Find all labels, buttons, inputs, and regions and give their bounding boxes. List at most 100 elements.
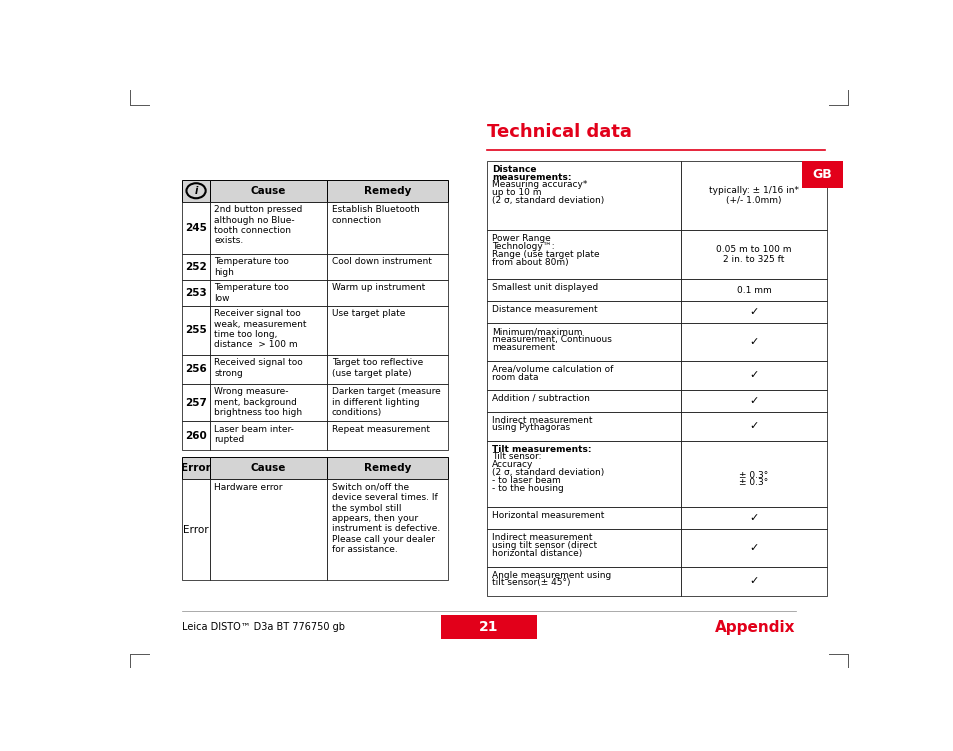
Text: ✓: ✓: [748, 307, 758, 317]
Bar: [486, 301, 680, 323]
Text: ✓: ✓: [748, 576, 758, 586]
Text: Warm up instrument: Warm up instrument: [332, 283, 424, 292]
Bar: [327, 457, 448, 479]
Text: ± 0.3°: ± 0.3°: [739, 478, 768, 487]
Text: Leica DISTO™ D3a BT 776750 gb: Leica DISTO™ D3a BT 776750 gb: [182, 623, 345, 632]
Bar: [327, 355, 448, 384]
Text: measurement: measurement: [492, 342, 555, 351]
Text: Horizontal measurement: Horizontal measurement: [492, 511, 603, 520]
Bar: [210, 421, 327, 451]
Text: 0.05 m to 100 m
2 in. to 325 ft: 0.05 m to 100 m 2 in. to 325 ft: [716, 245, 791, 264]
Text: Tilt measurements:: Tilt measurements:: [492, 445, 591, 454]
Text: typically: ± 1/16 in*
(+/- 1.0mm): typically: ± 1/16 in* (+/- 1.0mm): [708, 185, 799, 205]
Text: Receiver signal too
weak, measurement
time too long,
distance  > 100 m: Receiver signal too weak, measurement ti…: [214, 309, 307, 349]
Bar: [486, 566, 680, 596]
Text: Switch on/off the
device several times. If
the symbol still
appears, then your
i: Switch on/off the device several times. …: [332, 483, 439, 554]
Bar: [680, 360, 826, 390]
Bar: [210, 254, 327, 280]
Bar: [680, 279, 826, 301]
Text: using tilt sensor (direct: using tilt sensor (direct: [492, 541, 597, 550]
Text: Use target plate: Use target plate: [332, 309, 404, 318]
Text: GB: GB: [812, 168, 832, 181]
Text: Accuracy: Accuracy: [492, 460, 533, 469]
Text: measurement, Continuous: measurement, Continuous: [492, 335, 611, 344]
Text: 21: 21: [478, 620, 498, 635]
Text: Wrong measure-
ment, background
brightness too high: Wrong measure- ment, background brightne…: [214, 388, 302, 417]
Bar: [327, 280, 448, 306]
Bar: [182, 384, 210, 421]
Text: 0.1 mm: 0.1 mm: [736, 285, 771, 294]
Text: ✓: ✓: [748, 370, 758, 380]
Bar: [440, 615, 537, 640]
Text: 253: 253: [185, 288, 207, 298]
Text: (2 σ, standard deviation): (2 σ, standard deviation): [492, 468, 603, 477]
Bar: [680, 323, 826, 360]
Text: Measuring accuracy*: Measuring accuracy*: [492, 180, 587, 189]
Bar: [182, 479, 210, 581]
Bar: [210, 202, 327, 254]
Bar: [210, 179, 327, 202]
Text: Cause: Cause: [251, 463, 286, 473]
Bar: [210, 384, 327, 421]
Bar: [680, 507, 826, 529]
Text: Repeat measurement: Repeat measurement: [332, 425, 429, 434]
Bar: [210, 280, 327, 306]
Bar: [680, 566, 826, 596]
Text: horizontal distance): horizontal distance): [492, 549, 581, 558]
Bar: [680, 412, 826, 441]
Bar: [182, 280, 210, 306]
Text: Cause: Cause: [251, 185, 286, 196]
Bar: [210, 457, 327, 479]
Text: ✓: ✓: [748, 513, 758, 523]
Text: Received signal too
strong: Received signal too strong: [214, 358, 303, 378]
Bar: [182, 179, 210, 202]
Bar: [182, 355, 210, 384]
Text: Distance: Distance: [492, 164, 536, 173]
Text: 2nd button pressed
although no Blue-
tooth connection
exists.: 2nd button pressed although no Blue- too…: [214, 205, 302, 246]
Bar: [486, 412, 680, 441]
Bar: [486, 230, 680, 279]
Text: i: i: [194, 185, 197, 196]
Bar: [680, 529, 826, 566]
Text: Technical data: Technical data: [486, 123, 631, 141]
Bar: [210, 355, 327, 384]
Bar: [182, 202, 210, 254]
Text: - to laser beam: - to laser beam: [492, 476, 560, 485]
Text: Range (use target plate: Range (use target plate: [492, 250, 598, 259]
Text: ✓: ✓: [748, 337, 758, 347]
Text: Minimum/maximum: Minimum/maximum: [492, 327, 581, 336]
Text: 255: 255: [185, 325, 207, 336]
Bar: [486, 390, 680, 412]
Bar: [327, 306, 448, 355]
Text: (2 σ, standard deviation): (2 σ, standard deviation): [492, 196, 603, 205]
Text: 245: 245: [185, 223, 207, 233]
Text: ✓: ✓: [748, 543, 758, 553]
Text: Area/volume calculation of: Area/volume calculation of: [492, 365, 613, 374]
Bar: [327, 202, 448, 254]
Bar: [486, 360, 680, 390]
Bar: [680, 230, 826, 279]
Bar: [680, 441, 826, 507]
Text: Remedy: Remedy: [364, 185, 411, 196]
Bar: [210, 306, 327, 355]
Bar: [801, 161, 842, 189]
Bar: [680, 161, 826, 230]
Text: Darken target (measure
in different lighting
conditions): Darken target (measure in different ligh…: [332, 388, 440, 417]
Bar: [486, 507, 680, 529]
Text: Technology™:: Technology™:: [492, 242, 554, 251]
Text: Remedy: Remedy: [364, 463, 411, 473]
Text: Target too reflective
(use target plate): Target too reflective (use target plate): [332, 358, 422, 378]
Bar: [182, 457, 210, 479]
Text: Tilt sensor:: Tilt sensor:: [492, 452, 540, 461]
Text: - to the housing: - to the housing: [492, 484, 563, 493]
Text: Smallest unit displayed: Smallest unit displayed: [492, 283, 598, 292]
Text: up to 10 m: up to 10 m: [492, 189, 540, 197]
Bar: [182, 421, 210, 451]
Bar: [486, 161, 680, 230]
Bar: [486, 279, 680, 301]
Bar: [680, 390, 826, 412]
Bar: [680, 301, 826, 323]
Text: 252: 252: [185, 262, 207, 272]
Text: from about 80m): from about 80m): [492, 258, 568, 267]
Text: Error: Error: [183, 525, 209, 535]
